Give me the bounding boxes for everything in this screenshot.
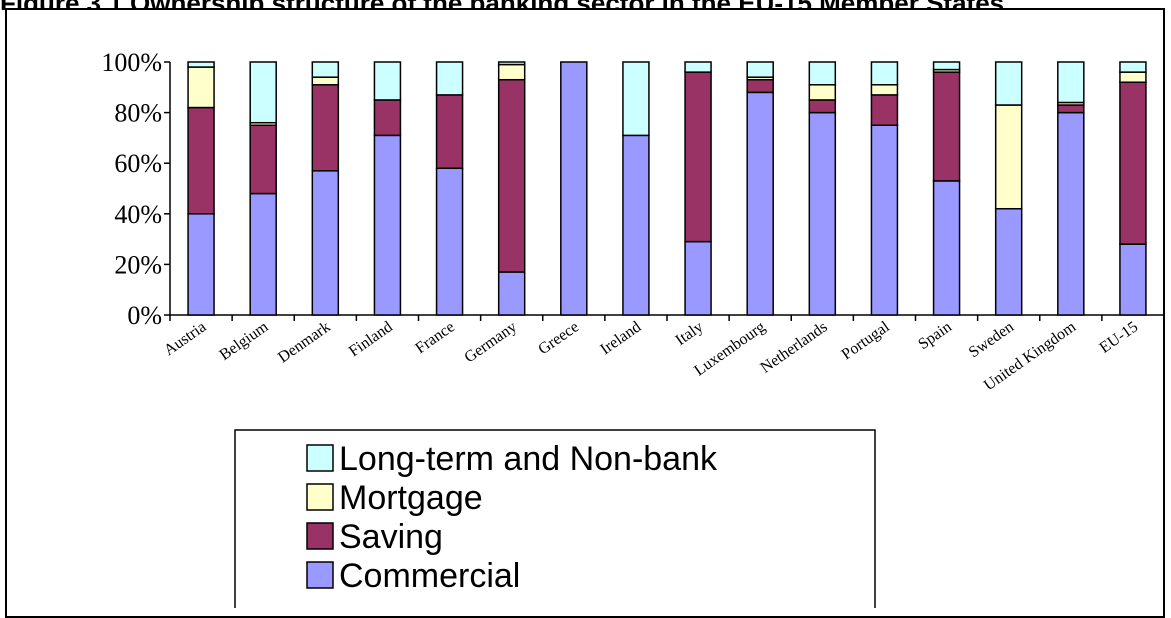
legend-swatch-saving — [306, 522, 334, 550]
bar-segment-saving-finland — [373, 99, 402, 137]
x-tick-label: Ireland — [597, 318, 644, 358]
bar-segment-mortgage-eu-15 — [1119, 71, 1147, 83]
x-tick-label: Belgium — [217, 318, 272, 364]
bar-segment-long-term-and-non-bank-finland — [373, 61, 402, 101]
bar-segment-long-term-and-non-bank-austria — [187, 61, 215, 68]
x-tick-label: Austria — [161, 318, 209, 359]
bar-segment-saving-denmark — [311, 84, 340, 172]
bar-segment-saving-belgium — [249, 124, 277, 195]
legend-box — [234, 429, 876, 608]
bar-segment-commercial-finland — [373, 134, 402, 316]
x-tick-label: Greece — [535, 318, 582, 358]
figure-caption: Figure 3.1 Ownership structure of the ba… — [0, 0, 1171, 10]
bar-segment-mortgage-germany — [497, 63, 526, 81]
bar-segment-long-term-and-non-bank-luxembourg — [746, 61, 774, 78]
bar-segment-saving-france — [435, 94, 464, 170]
bar-segment-long-term-and-non-bank-spain — [932, 61, 961, 71]
x-tick-label: Sweden — [966, 318, 1017, 361]
x-tick-label: Finland — [346, 318, 396, 360]
legend-swatch-commercial — [306, 561, 334, 589]
y-tick-label: 60% — [114, 149, 162, 178]
y-tick-label: 100% — [101, 48, 162, 77]
bar-segment-long-term-and-non-bank-netherlands — [808, 61, 837, 86]
y-tick-label: 80% — [114, 99, 162, 128]
y-tick-label: 0% — [127, 301, 162, 330]
bar-segment-saving-spain — [932, 71, 961, 182]
x-tick-label: Italy — [673, 318, 707, 349]
legend-label-long-term-and-non-bank: Long-term and Non-bank — [339, 440, 718, 478]
y-tick-label: 40% — [114, 200, 162, 229]
bar-segment-long-term-and-non-bank-belgium — [249, 61, 277, 124]
bar-segment-mortgage-denmark — [311, 76, 340, 86]
bar-segment-commercial-sweden — [994, 207, 1023, 316]
bar-segment-saving-portugal — [870, 94, 899, 126]
bar-segment-long-term-and-non-bank-sweden — [994, 61, 1023, 106]
bar-segment-long-term-and-non-bank-denmark — [311, 61, 340, 78]
bar-segment-mortgage-austria — [187, 66, 215, 109]
bar-segment-long-term-and-non-bank-germany — [497, 61, 526, 66]
bar-segment-saving-austria — [187, 106, 215, 215]
x-tick-label: Portugal — [839, 318, 894, 363]
legend-swatch-long-term-and-non-bank — [306, 444, 334, 472]
x-tick-label: France — [412, 318, 457, 357]
bar-segment-commercial-france — [435, 167, 464, 316]
bar-segment-commercial-eu-15 — [1119, 243, 1147, 316]
bar-segment-saving-netherlands — [808, 99, 837, 114]
y-tick-label: 20% — [114, 250, 162, 279]
bar-segment-saving-italy — [684, 71, 712, 243]
bar-segment-commercial-belgium — [249, 192, 277, 316]
bar-segment-saving-luxembourg — [746, 78, 774, 94]
legend-swatch-mortgage — [306, 483, 334, 511]
bar-segment-commercial-greece — [560, 61, 588, 316]
bar-segment-saving-united-kingdom — [1057, 104, 1085, 114]
bar-segment-long-term-and-non-bank-italy — [684, 61, 712, 73]
x-tick-label: Germany — [461, 318, 520, 366]
bar-segment-long-term-and-non-bank-eu-15 — [1119, 61, 1147, 73]
bar-segment-long-term-and-non-bank-portugal — [870, 61, 899, 86]
bar-segment-commercial-portugal — [870, 124, 899, 316]
bar-segment-saving-germany — [497, 78, 526, 273]
bar-segment-long-term-and-non-bank-ireland — [622, 61, 650, 137]
legend-label-mortgage: Mortgage — [339, 479, 483, 517]
chart-bars — [187, 61, 1147, 316]
chart-legend: Long-term and Non-bankMortgageSavingComm… — [234, 429, 876, 608]
bar-segment-saving-eu-15 — [1119, 81, 1147, 245]
bar-segment-commercial-netherlands — [808, 111, 837, 316]
x-tick-label: Netherlands — [758, 318, 831, 376]
bar-segment-mortgage-sweden — [994, 104, 1023, 210]
x-tick-label: Spain — [915, 318, 955, 353]
x-tick-label: Denmark — [275, 318, 334, 366]
bar-segment-commercial-italy — [684, 240, 712, 316]
bar-segment-commercial-germany — [497, 271, 526, 316]
bar-segment-commercial-luxembourg — [746, 91, 774, 316]
bar-segment-mortgage-portugal — [870, 84, 899, 96]
bar-segment-commercial-denmark — [311, 170, 340, 316]
x-tick-label: EU-15 — [1097, 318, 1142, 356]
legend-label-commercial: Commercial — [339, 557, 520, 595]
legend-label-saving: Saving — [339, 518, 443, 556]
bar-segment-long-term-and-non-bank-united-kingdom — [1057, 61, 1085, 104]
bar-segment-commercial-ireland — [622, 134, 650, 316]
bar-segment-commercial-austria — [187, 213, 215, 316]
bar-segment-commercial-united-kingdom — [1057, 111, 1085, 316]
bar-segment-commercial-spain — [932, 180, 961, 316]
bar-segment-long-term-and-non-bank-france — [435, 61, 464, 96]
bar-segment-mortgage-netherlands — [808, 84, 837, 101]
